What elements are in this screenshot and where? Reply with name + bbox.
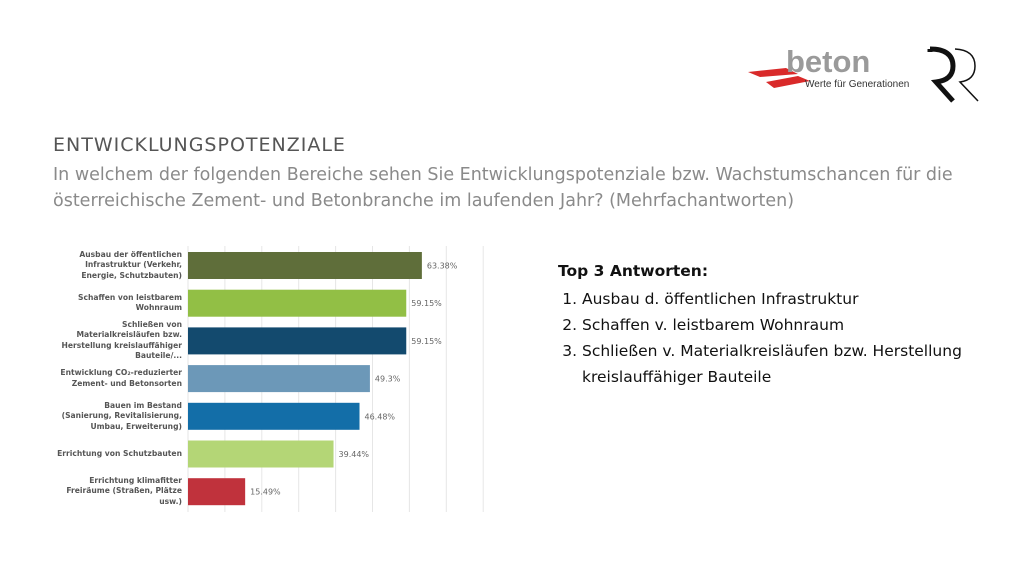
top3-item: Schließen v. Materialkreisläufen bzw. He… — [582, 338, 1024, 390]
top3-box: Top 3 Antworten: Ausbau d. öffentlichen … — [558, 262, 1024, 390]
svg-text:Werte für Generationen: Werte für Generationen — [805, 79, 909, 90]
data-label: 59.15% — [411, 337, 442, 346]
top3-item: Schaffen v. leistbarem Wohnraum — [582, 312, 1024, 338]
svg-text:beton: beton — [786, 44, 870, 79]
bar — [188, 327, 407, 355]
survey-question: In welchem der folgenden Bereiche sehen … — [53, 165, 953, 211]
bar — [188, 402, 360, 430]
bar — [188, 365, 370, 393]
page-title: ENTWICKLUNGSPOTENZIALE — [53, 134, 346, 156]
data-label: 46.48% — [365, 412, 396, 421]
top3-heading: Top 3 Antworten: — [558, 262, 709, 280]
bar — [188, 478, 246, 506]
category-label: Ausbau der öffentlichen Infrastruktur (V… — [79, 249, 182, 280]
bar — [188, 289, 407, 317]
bar — [188, 252, 422, 279]
category-label: Schließen von Materialkreisläufen bzw. H… — [61, 319, 182, 361]
category-label: Entwicklung CO₂-reduzierter Zement- und … — [60, 368, 182, 388]
bar — [188, 440, 334, 468]
category-label: Errichtung klimafitter Freiräume (Straße… — [66, 475, 182, 506]
beton-logo: beton Werte für Generationen — [748, 44, 988, 108]
data-label: 63.38% — [427, 262, 458, 271]
data-label: 15.49% — [250, 488, 281, 497]
category-label: Errichtung von Schutzbauten — [57, 448, 182, 458]
data-label: 59.15% — [411, 299, 442, 308]
data-label: 49.3% — [375, 375, 401, 384]
data-label: 39.44% — [339, 450, 370, 459]
top3-item: Ausbau d. öffentlichen Infrastruktur — [582, 286, 1024, 312]
category-label: Bauen im Bestand (Sanierung, Revitalisie… — [61, 400, 182, 431]
category-label: Schaffen von leistbarem Wohnraum — [78, 292, 182, 313]
